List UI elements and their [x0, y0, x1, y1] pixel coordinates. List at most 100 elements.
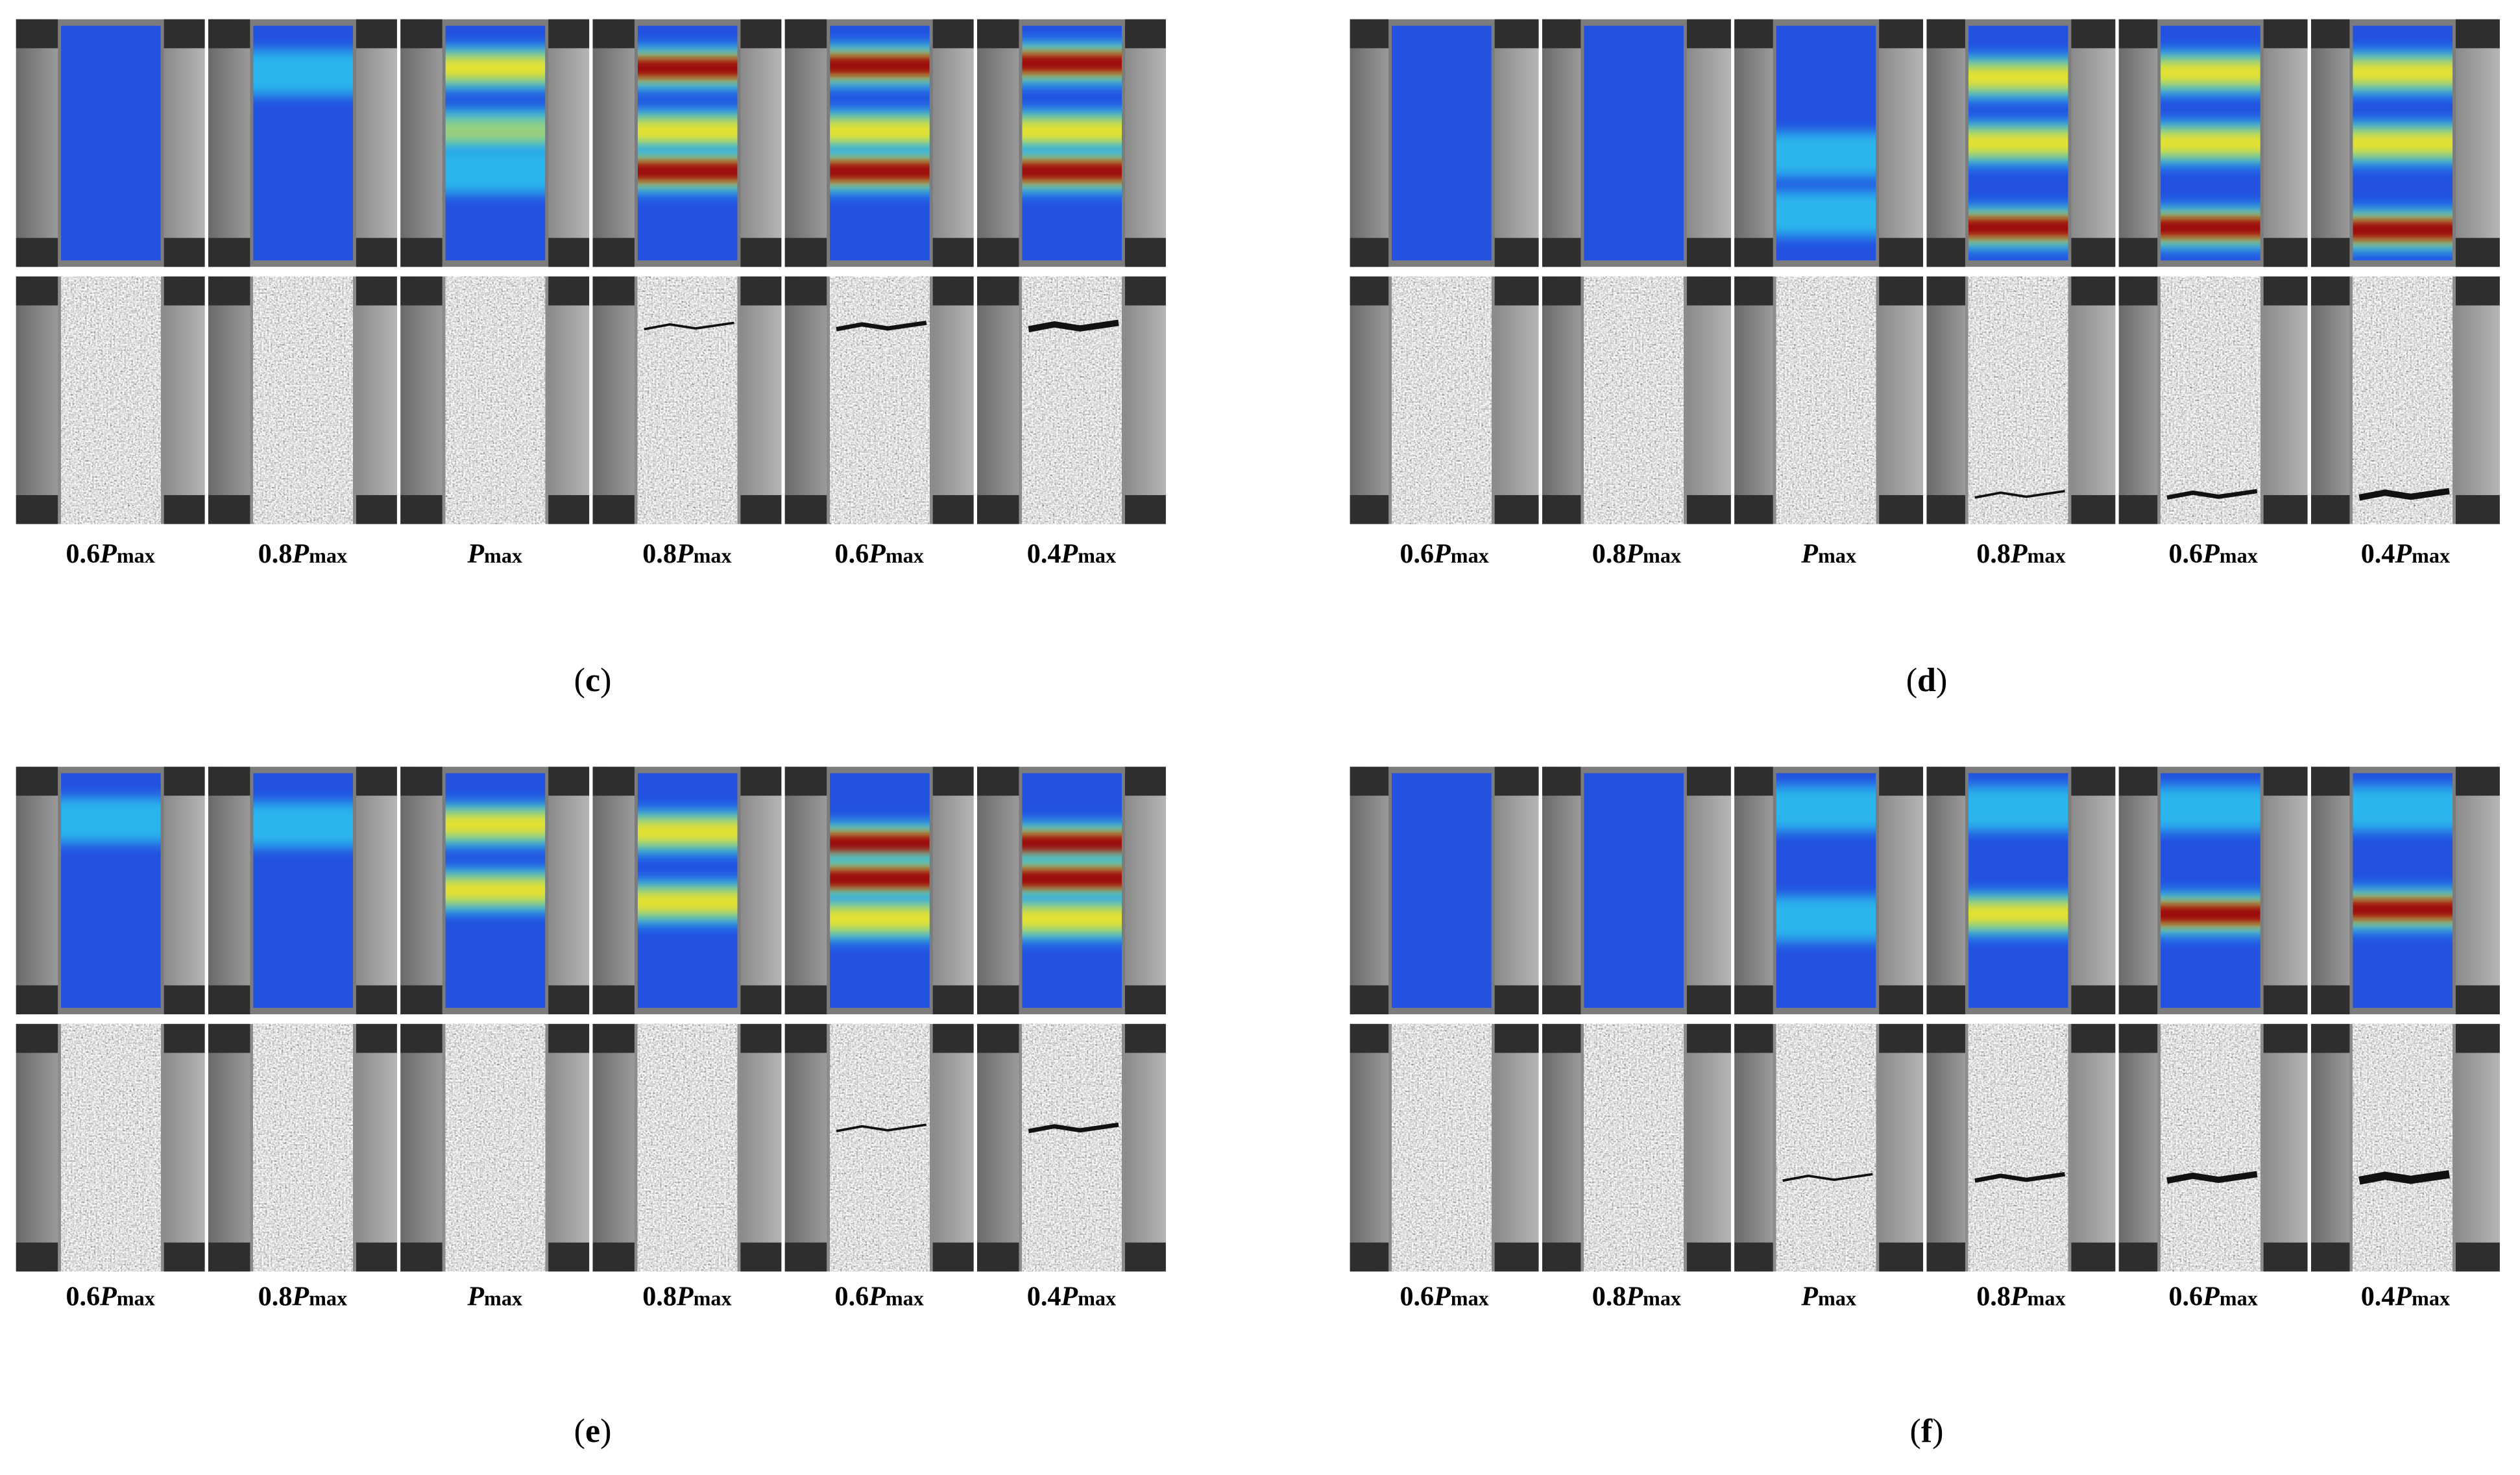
load-ratio: 0.8 [642, 539, 677, 569]
grip [784, 985, 827, 1015]
load-subscript: max [1818, 544, 1856, 567]
side-plate [592, 19, 635, 267]
frame-label: 0.8Pmax [258, 539, 347, 569]
side-plate [1734, 766, 1773, 1015]
side-plate [1686, 19, 1731, 267]
grip [1926, 985, 1965, 1015]
grip [740, 766, 782, 796]
crack [836, 321, 927, 332]
grip [548, 1242, 590, 1272]
panel: 0.6Pmax 0.8Pmax Pmax 0.8Pmax 0.6Pmax 0.4Pmax(… [16, 766, 1166, 1450]
frame-label: 0.6Pmax [66, 539, 155, 569]
load-subscript: max [694, 544, 732, 567]
grip [2118, 766, 2158, 796]
band [1776, 132, 1876, 178]
specimen [830, 1023, 930, 1272]
grip [208, 766, 250, 796]
grip [1686, 1242, 1731, 1272]
side-plate [932, 1023, 974, 1272]
side-plate [784, 19, 827, 267]
load-symbol: P [99, 539, 117, 569]
grip [356, 1023, 397, 1053]
grip [977, 19, 1019, 49]
band [1022, 869, 1122, 889]
grip [1686, 276, 1731, 306]
side-plate [1926, 276, 1965, 524]
grip [784, 1242, 827, 1272]
side-plate [2118, 1023, 2158, 1272]
side-plate [1542, 19, 1581, 267]
side-plate [2263, 766, 2308, 1015]
specimen-photo [1350, 1023, 1539, 1272]
grip [1494, 238, 1539, 267]
band [1776, 191, 1876, 236]
strain-field [1734, 19, 1924, 267]
band [1022, 834, 1122, 853]
frame-label: 0.8Pmax [1976, 1281, 2065, 1311]
grip [1542, 494, 1581, 524]
frame-label: 0.6Pmax [2168, 539, 2257, 569]
load-symbol: P [291, 539, 309, 569]
bands [830, 43, 930, 194]
side-plate [1734, 276, 1773, 524]
load-symbol: P [1060, 1281, 1078, 1311]
specimen-photo [2118, 276, 2308, 524]
side-plate [1879, 276, 1924, 524]
grip [1734, 1242, 1773, 1272]
grip [2310, 19, 2350, 49]
load-ratio: 0.6 [835, 1281, 869, 1311]
side-plate [1494, 766, 1539, 1015]
side-plate [1686, 1023, 1731, 1272]
load-symbol: P [1433, 1281, 1451, 1311]
grip [1879, 1242, 1924, 1272]
grip [2455, 276, 2500, 306]
band [830, 162, 930, 181]
load-symbol: P [1625, 1281, 1643, 1311]
grip [356, 985, 397, 1015]
grip [16, 276, 58, 306]
side-plate [1926, 766, 1965, 1015]
crack [2166, 489, 2258, 500]
grip [548, 494, 590, 524]
grip [2310, 766, 2350, 796]
panel-caption: (e) [574, 1413, 612, 1450]
side-plate [2263, 1023, 2308, 1272]
side-plate [356, 1023, 397, 1272]
side-plate [2455, 1023, 2500, 1272]
grip [2455, 494, 2500, 524]
grip [2310, 276, 2350, 306]
grip [2118, 494, 2158, 524]
grip [1879, 238, 1924, 267]
load-symbol: P [868, 1281, 886, 1311]
grip [1124, 19, 1166, 49]
side-plate [2071, 276, 2116, 524]
crack [1782, 1173, 1873, 1182]
grip [2455, 985, 2500, 1015]
band [2353, 60, 2453, 86]
specimen-photo [208, 1023, 397, 1272]
specimen-photo [784, 1023, 974, 1272]
side-plate [784, 276, 827, 524]
band [830, 905, 930, 932]
side-plate [740, 766, 782, 1015]
grip [1879, 766, 1924, 796]
bands [1022, 40, 1122, 194]
load-subscript: max [2412, 1286, 2450, 1310]
load-ratio: 0.8 [258, 539, 293, 569]
grip [784, 766, 827, 796]
grip [740, 985, 782, 1015]
frame-label: 0.8Pmax [1976, 539, 2065, 569]
load-symbol: P [2394, 1281, 2412, 1311]
side-plate [1350, 1023, 1389, 1272]
specimen [637, 1023, 738, 1272]
side-plate [1542, 1023, 1581, 1272]
band [1968, 217, 2068, 238]
grip [1926, 238, 1965, 267]
grip [1926, 494, 1965, 524]
bands [253, 802, 353, 847]
frame-label: 0.8Pmax [1592, 1281, 1681, 1311]
side-plate [784, 1023, 827, 1272]
load-ratio: 0.8 [258, 1281, 293, 1311]
grip [400, 985, 442, 1015]
grip [2071, 276, 2116, 306]
